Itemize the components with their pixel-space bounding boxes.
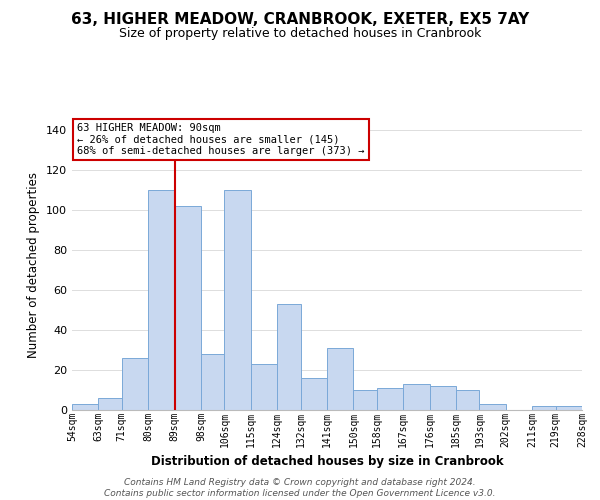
Bar — [301, 378, 327, 410]
Text: Contains HM Land Registry data © Crown copyright and database right 2024.
Contai: Contains HM Land Registry data © Crown c… — [104, 478, 496, 498]
Bar — [556, 406, 582, 410]
Bar — [479, 404, 506, 410]
Bar — [532, 406, 556, 410]
Bar — [224, 190, 251, 410]
Text: 63, HIGHER MEADOW, CRANBROOK, EXETER, EX5 7AY: 63, HIGHER MEADOW, CRANBROOK, EXETER, EX… — [71, 12, 529, 28]
Bar — [72, 404, 98, 410]
Bar — [277, 304, 301, 410]
Bar — [251, 364, 277, 410]
Bar — [377, 388, 403, 410]
Bar — [403, 384, 430, 410]
Bar — [175, 206, 201, 410]
Bar — [430, 386, 456, 410]
Text: 63 HIGHER MEADOW: 90sqm
← 26% of detached houses are smaller (145)
68% of semi-d: 63 HIGHER MEADOW: 90sqm ← 26% of detache… — [77, 123, 365, 156]
Bar — [122, 358, 148, 410]
Bar — [327, 348, 353, 410]
Bar — [148, 190, 175, 410]
Bar — [98, 398, 122, 410]
Text: Size of property relative to detached houses in Cranbrook: Size of property relative to detached ho… — [119, 28, 481, 40]
X-axis label: Distribution of detached houses by size in Cranbrook: Distribution of detached houses by size … — [151, 455, 503, 468]
Y-axis label: Number of detached properties: Number of detached properties — [28, 172, 40, 358]
Bar — [456, 390, 479, 410]
Bar — [353, 390, 377, 410]
Bar — [201, 354, 224, 410]
